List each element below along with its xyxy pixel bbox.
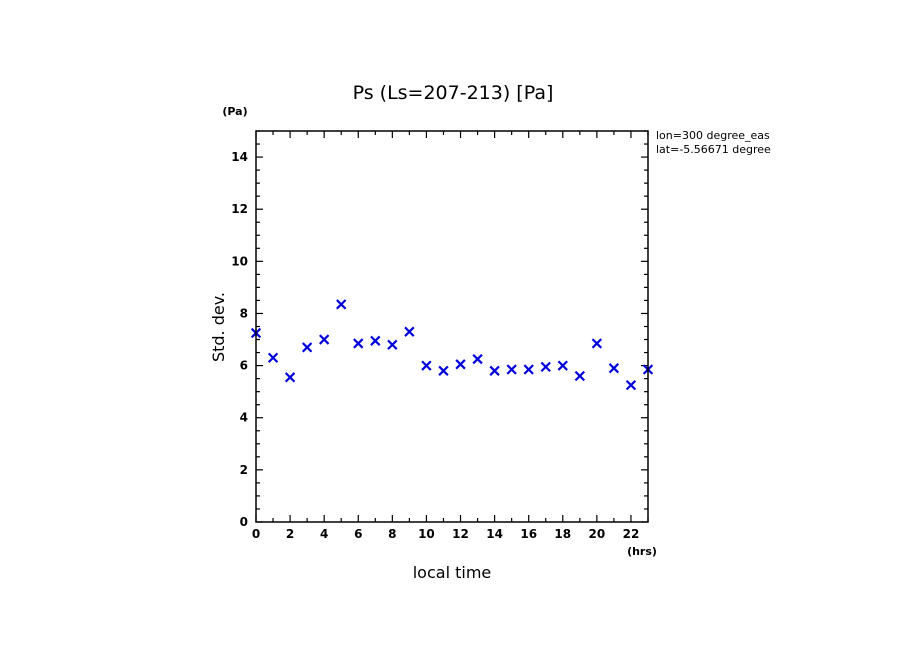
x-tick-label: 20 <box>589 527 606 541</box>
data-point <box>574 370 585 382</box>
plot-frame <box>255 130 649 523</box>
y-tick-label: 2 <box>240 463 248 477</box>
y-axis-label: Std. dev. <box>209 292 228 362</box>
data-point-stroke <box>523 364 534 375</box>
data-point <box>319 334 330 345</box>
data-point-stroke <box>574 370 585 382</box>
data-point <box>267 352 279 363</box>
data-point <box>506 364 517 375</box>
x-tick-label: 2 <box>286 527 294 541</box>
y-tick-label: 6 <box>240 359 248 373</box>
data-point-stroke <box>353 338 364 349</box>
data-point <box>489 365 500 376</box>
data-point-stroke <box>438 365 449 376</box>
data-point-stroke <box>336 299 347 310</box>
data-point-stroke <box>608 363 620 374</box>
y-tick-label: 4 <box>240 411 248 425</box>
data-point <box>608 363 620 374</box>
y-tick-label: 8 <box>240 306 248 320</box>
x-tick-label: 0 <box>252 527 260 541</box>
data-point <box>370 335 381 346</box>
data-point-stroke <box>557 360 568 371</box>
x-tick-label: 8 <box>388 527 396 541</box>
x-tick-label: 4 <box>320 527 328 541</box>
x-unit-label: (hrs) <box>627 545 657 558</box>
data-point <box>353 338 364 349</box>
data-point-stroke <box>472 353 483 365</box>
data-point <box>421 360 432 371</box>
x-tick-label: 12 <box>452 527 469 541</box>
data-point <box>387 339 398 350</box>
data-point-stroke <box>267 352 279 363</box>
x-tick-label: 14 <box>486 527 503 541</box>
y-tick-label: 0 <box>240 515 248 529</box>
data-point-stroke <box>370 335 381 346</box>
data-point-stroke <box>455 359 466 370</box>
data-point-stroke <box>301 342 313 353</box>
x-tick-label: 18 <box>554 527 571 541</box>
data-point-stroke <box>506 364 517 375</box>
annotation-lat: lat=-5.56671 degree <box>656 143 771 156</box>
y-unit-label: (Pa) <box>222 105 247 118</box>
data-point-stroke <box>404 326 415 337</box>
data-point <box>336 299 347 310</box>
x-tick-label: 16 <box>520 527 537 541</box>
data-point-stroke <box>387 339 398 350</box>
data-point-stroke <box>625 379 637 391</box>
x-tick-label: 10 <box>418 527 435 541</box>
x-axis-label: local time <box>413 563 492 582</box>
y-tick-label: 12 <box>231 202 248 216</box>
x-tick-label: 6 <box>354 527 362 541</box>
data-point <box>557 360 568 371</box>
data-point <box>523 364 534 375</box>
chart-title: Ps (Ls=207-213) [Pa] <box>353 82 554 104</box>
data-point-stroke <box>489 365 500 376</box>
data-point <box>591 338 603 349</box>
data-point <box>625 379 637 391</box>
data-point <box>438 365 449 376</box>
data-point-stroke <box>540 361 551 373</box>
data-point <box>301 342 313 353</box>
data-point <box>472 353 483 365</box>
y-tick-label: 14 <box>231 150 248 164</box>
data-point <box>455 359 466 370</box>
data-point-stroke <box>591 338 603 349</box>
data-point <box>284 372 296 383</box>
data-point-stroke <box>284 372 296 383</box>
y-tick-label: 10 <box>231 254 248 268</box>
data-point <box>404 326 415 337</box>
x-tick-label: 22 <box>623 527 640 541</box>
data-point <box>540 361 551 373</box>
data-point-stroke <box>421 360 432 371</box>
data-point-stroke <box>319 334 330 345</box>
annotation-lon: lon=300 degree_eas <box>656 129 770 142</box>
